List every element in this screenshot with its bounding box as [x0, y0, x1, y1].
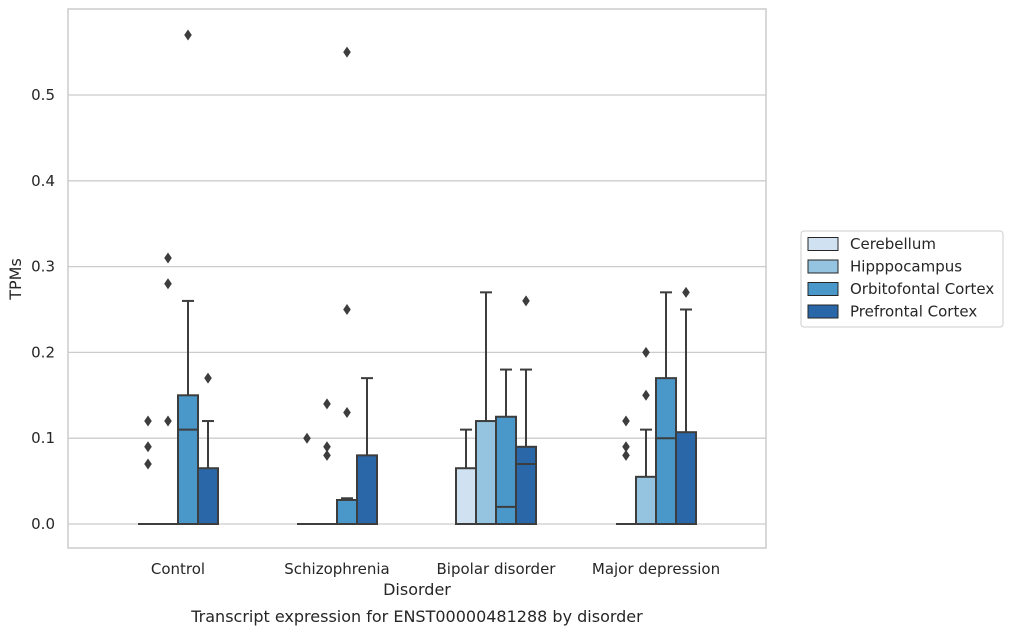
outlier-point [323, 441, 331, 453]
box-group [317, 398, 337, 525]
series-prefrontal-cortex [197, 286, 697, 526]
y-tick-label: 0.5 [31, 86, 55, 104]
x-tick-label: Bipolar disorder [437, 560, 557, 578]
outlier-point [622, 415, 630, 427]
box-group [177, 29, 199, 525]
outlier-point [164, 415, 172, 427]
box-group [635, 346, 657, 525]
legend-label: Prefrontal Cortex [850, 303, 977, 321]
outlier-point [144, 441, 152, 453]
box-group [616, 415, 636, 525]
plot-frame [67, 8, 767, 549]
y-axis-ticks: 0.0 0.1 0.2 0.3 0.4 0.5 [31, 86, 55, 533]
chart-caption: Transcript expression for ENST0000048128… [190, 607, 643, 626]
outlier-point [164, 278, 172, 290]
outlier-point [204, 372, 212, 384]
outlier-point [303, 432, 311, 444]
legend-swatch [807, 304, 839, 319]
outlier-point [343, 46, 351, 58]
outlier-point [522, 295, 530, 307]
x-axis-label: Disorder [383, 580, 451, 599]
box-iqr [495, 415, 517, 525]
box-iqr [655, 377, 677, 526]
legend: Cerebellum Hipppocampus Orbitofontal Corte… [800, 230, 1004, 328]
legend-swatch [807, 282, 839, 296]
legend-frame [800, 230, 1004, 328]
x-axis-ticks: Control Schizophrenia Bipolar disorder Majo… [151, 560, 720, 578]
outlier-point [323, 398, 331, 410]
box-group [138, 415, 158, 525]
outlier-point [343, 406, 351, 418]
legend-item: Orbitofontal Cortex [807, 280, 994, 298]
box-series-group [138, 29, 697, 526]
box-group [675, 286, 697, 525]
x-tick-label: Control [151, 560, 205, 578]
outlier-point [323, 449, 331, 461]
x-tick-label: Major depression [592, 560, 720, 578]
outlier-point [144, 415, 152, 427]
y-tick-label: 0.2 [31, 343, 55, 361]
box-group [356, 377, 378, 525]
outlier-point [682, 286, 690, 298]
legend-label: Cerebellum [850, 235, 936, 253]
box-group [515, 295, 537, 525]
legend-label: Orbitofontal Cortex [850, 280, 994, 298]
box-iqr [336, 498, 358, 526]
y-tick-label: 0.1 [31, 429, 55, 447]
y-tick-label: 0.3 [31, 258, 55, 276]
box-iqr [475, 420, 497, 526]
outlier-point [343, 304, 351, 315]
box-group [475, 291, 497, 526]
outlier-point [622, 441, 630, 453]
box-group [297, 432, 317, 525]
box-iqr [197, 467, 219, 526]
series-orbitofontal-cortex [177, 29, 677, 526]
box-iqr [455, 467, 477, 526]
outlier-point [642, 389, 650, 401]
x-tick-label: Schizophrenia [284, 560, 389, 578]
legend-label: Hipppocampus [850, 258, 962, 276]
box-iqr [635, 475, 657, 525]
box-iqr [515, 445, 537, 525]
legend-swatch [807, 259, 839, 274]
y-tick-label: 0.4 [31, 172, 55, 190]
outlier-point [144, 458, 152, 470]
y-axis-label: TPMs [6, 258, 25, 301]
outlier-point [642, 346, 650, 358]
legend-item: Cerebellum [807, 235, 936, 253]
outlier-point [184, 29, 192, 41]
box-group [158, 252, 178, 525]
box-iqr [177, 394, 199, 525]
series-hipppocampus [158, 252, 657, 526]
outlier-point [622, 449, 630, 461]
box-group [336, 46, 358, 526]
box-group [197, 372, 219, 526]
box-iqr [675, 431, 697, 525]
legend-swatch [807, 237, 839, 251]
box-iqr [356, 454, 378, 525]
y-tick-label: 0.0 [31, 515, 55, 533]
outlier-point [164, 252, 172, 264]
legend-item: Prefrontal Cortex [807, 303, 977, 321]
legend-item: Hipppocampus [807, 258, 962, 276]
